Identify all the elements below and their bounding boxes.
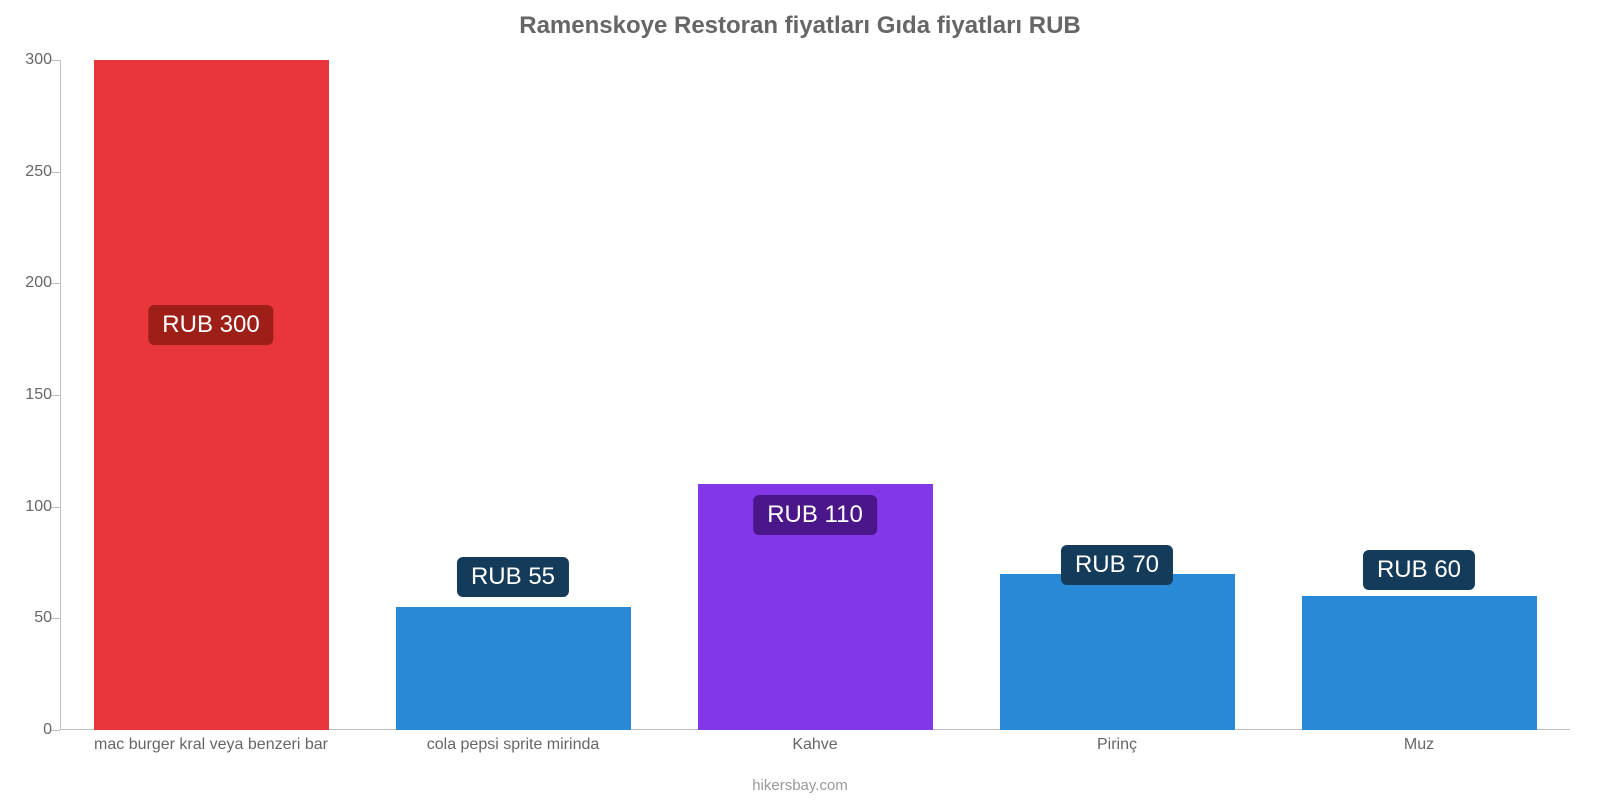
value-badge: RUB 55: [457, 557, 569, 597]
y-tick: [51, 172, 60, 173]
value-badge: RUB 60: [1363, 550, 1475, 590]
price-chart: Ramenskoye Restoran fiyatları Gıda fiyat…: [0, 0, 1600, 800]
y-tick: [51, 507, 60, 508]
x-label: mac burger kral veya benzeri bar: [94, 736, 328, 754]
y-tick-label: 250: [12, 163, 52, 181]
x-label: Pirinç: [1097, 736, 1137, 754]
y-tick-label: 0: [12, 721, 52, 739]
y-axis: [60, 60, 61, 730]
x-label: Kahve: [792, 736, 837, 754]
plot-area: 050100150200250300mac burger kral veya b…: [60, 60, 1570, 730]
bar: [1000, 574, 1235, 730]
y-tick-label: 150: [12, 386, 52, 404]
chart-title: Ramenskoye Restoran fiyatları Gıda fiyat…: [0, 12, 1600, 40]
value-badge: RUB 70: [1061, 545, 1173, 585]
y-tick-label: 300: [12, 51, 52, 69]
x-label: cola pepsi sprite mirinda: [427, 736, 600, 754]
y-tick-label: 50: [12, 609, 52, 627]
bar: [396, 607, 631, 730]
y-tick-label: 100: [12, 498, 52, 516]
bar: [1302, 596, 1537, 730]
y-tick: [51, 283, 60, 284]
bar: [94, 60, 329, 730]
y-tick: [51, 730, 60, 731]
y-tick: [51, 618, 60, 619]
credit-text: hikersbay.com: [0, 777, 1600, 794]
y-tick-label: 200: [12, 274, 52, 292]
x-label: Muz: [1404, 736, 1434, 754]
y-tick: [51, 60, 60, 61]
value-badge: RUB 110: [753, 495, 877, 535]
y-tick: [51, 395, 60, 396]
value-badge: RUB 300: [148, 305, 273, 345]
